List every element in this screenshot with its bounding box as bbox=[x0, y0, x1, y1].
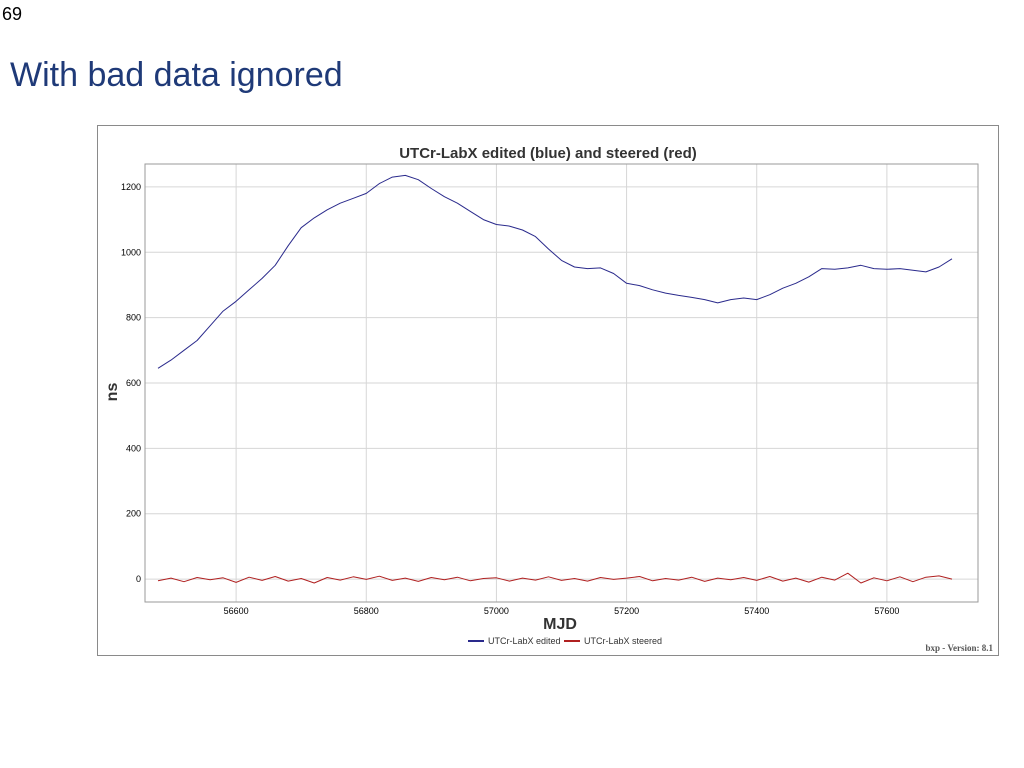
x-tick-label: 57600 bbox=[874, 606, 899, 616]
y-tick-label: 1200 bbox=[121, 182, 141, 192]
x-tick-label: 56800 bbox=[354, 606, 379, 616]
y-tick-label: 600 bbox=[126, 378, 141, 388]
y-tick-label: 400 bbox=[126, 443, 141, 453]
y-tick-label: 0 bbox=[136, 574, 141, 584]
x-tick-label: 57400 bbox=[744, 606, 769, 616]
version-footer: bxp - Version: 8.1 bbox=[925, 643, 993, 653]
chart-frame: UTCr-LabX edited (blue) and steered (red… bbox=[97, 125, 999, 656]
x-axis-title: MJD bbox=[543, 616, 577, 633]
x-tick-label: 57000 bbox=[484, 606, 509, 616]
legend-label: UTCr-LabX edited bbox=[488, 636, 561, 646]
slide-title: With bad data ignored bbox=[10, 56, 343, 94]
legend: UTCr-LabX edited UTCr-LabX steered bbox=[468, 636, 662, 646]
y-tick-label: 200 bbox=[126, 509, 141, 519]
series-steered-line bbox=[157, 572, 953, 584]
x-tick-label: 57200 bbox=[614, 606, 639, 616]
chart-title: UTCr-LabX edited (blue) and steered (red… bbox=[399, 145, 697, 162]
y-axis-title: ns bbox=[104, 383, 121, 402]
series-layer bbox=[157, 174, 953, 584]
x-tick-label: 56600 bbox=[224, 606, 249, 616]
series-edited-line bbox=[157, 174, 953, 369]
slide-number: 69 bbox=[2, 4, 23, 24]
line-chart: UTCr-LabX edited (blue) and steered (red… bbox=[104, 145, 993, 653]
y-axis-ticks: 0 200 400 600 800 1000 1200 bbox=[121, 182, 141, 584]
x-axis-ticks: 56600 56800 57000 57200 57400 57600 bbox=[224, 606, 900, 616]
y-tick-label: 1000 bbox=[121, 247, 141, 257]
y-tick-label: 800 bbox=[126, 313, 141, 323]
chart-grid bbox=[145, 164, 978, 602]
legend-label: UTCr-LabX steered bbox=[584, 636, 662, 646]
plot-area bbox=[144, 163, 979, 603]
